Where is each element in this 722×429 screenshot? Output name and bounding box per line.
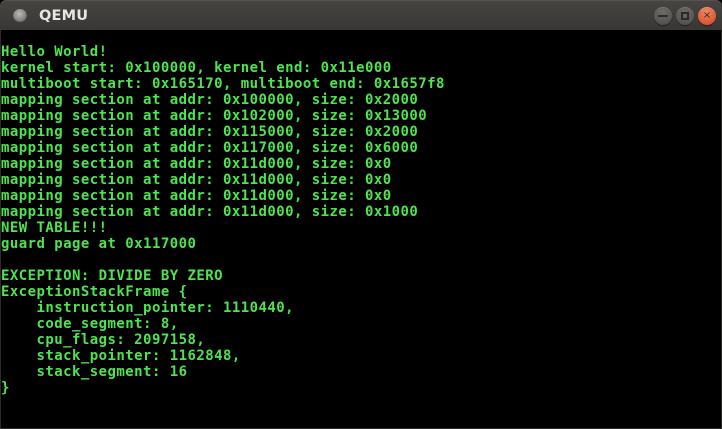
qemu-app-icon — [13, 9, 27, 23]
console-line: kernel start: 0x100000, kernel end: 0x11… — [1, 60, 392, 76]
minimize-button[interactable] — [654, 7, 672, 25]
console-line: mapping section at addr: 0x11d000, size:… — [1, 204, 419, 220]
console-line: mapping section at addr: 0x117000, size:… — [1, 140, 419, 156]
console-line: EXCEPTION: DIVIDE BY ZERO — [1, 268, 223, 284]
console-line: multiboot start: 0x165170, multiboot end… — [1, 76, 445, 92]
close-icon: × — [702, 10, 712, 21]
console-line: } — [1, 380, 10, 396]
console-line: instruction_pointer: 1110440, — [1, 300, 294, 316]
console-output: Hello World! kernel start: 0x100000, ker… — [1, 44, 721, 396]
console-line: ExceptionStackFrame { — [1, 284, 188, 300]
console-line: stack_segment: 16 — [1, 364, 188, 380]
console-line: stack_pointer: 1162848, — [1, 348, 241, 364]
window-title: QEMU — [39, 8, 89, 24]
console-line: mapping section at addr: 0x11d000, size:… — [1, 172, 392, 188]
console-line: mapping section at addr: 0x102000, size:… — [1, 108, 428, 124]
close-button[interactable]: × — [698, 7, 716, 25]
maximize-button[interactable] — [676, 7, 694, 25]
console-line: NEW TABLE!!! — [1, 220, 108, 236]
console-line: mapping section at addr: 0x11d000, size:… — [1, 156, 392, 172]
console-line-blank — [1, 252, 721, 268]
console-line: code_segment: 8, — [1, 316, 179, 332]
minimize-icon — [658, 15, 668, 17]
console-line: mapping section at addr: 0x115000, size:… — [1, 124, 419, 140]
window-controls: × — [654, 7, 716, 25]
console-line: Hello World! — [1, 44, 108, 60]
maximize-icon — [681, 12, 689, 20]
console-line: guard page at 0x117000 — [1, 236, 197, 252]
console-line: mapping section at addr: 0x100000, size:… — [1, 92, 419, 108]
console-line: cpu_flags: 2097158, — [1, 332, 206, 348]
console-line: mapping section at addr: 0x11d000, size:… — [1, 188, 392, 204]
window-titlebar[interactable]: QEMU × — [0, 0, 722, 30]
qemu-display-screen[interactable]: Hello World! kernel start: 0x100000, ker… — [0, 30, 722, 429]
